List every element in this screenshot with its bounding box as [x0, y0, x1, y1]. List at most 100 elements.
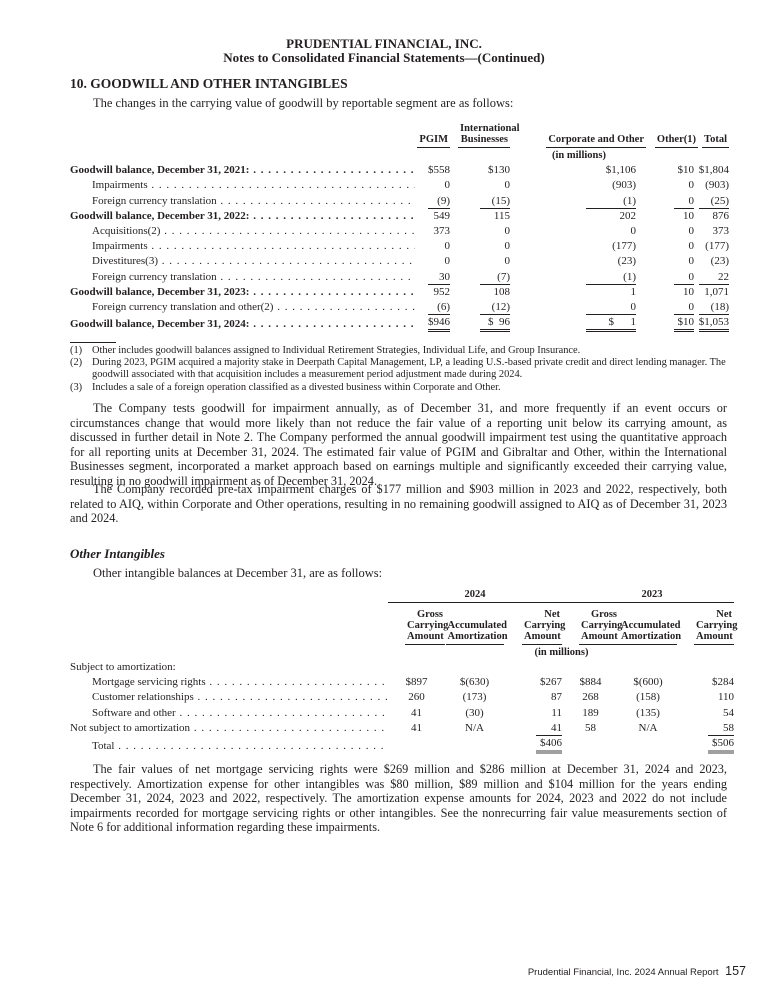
cell-value: 11 [551, 706, 562, 719]
cell-value: (7) [480, 271, 510, 285]
footnote-divider [70, 342, 116, 343]
goodwill-table: PGIM International Businesses Corporate … [70, 114, 729, 333]
unit-label-intangibles: (in millions) [534, 646, 589, 658]
cell-value: (9) [428, 195, 450, 209]
cell-value: 87 [551, 691, 562, 704]
cell-value: 373 [433, 225, 451, 238]
cell-value: (173) [462, 691, 487, 704]
cell-value: 189 [582, 706, 599, 719]
row-label: Customer relationships [92, 691, 388, 703]
cell-value: 0 [688, 225, 695, 238]
table-row: Total $406 $506 [70, 736, 735, 754]
cell-value: (177) [705, 240, 729, 253]
cell-value: 0 [586, 301, 636, 316]
paragraph-fair-values: The fair values of net mortgage servicin… [70, 762, 727, 835]
cell-value: (15) [480, 195, 510, 209]
cell-value: $558 [428, 164, 450, 177]
cell-value: 260 [408, 691, 425, 704]
row-label: Divestitures(3) [92, 255, 415, 267]
other-intangibles-title: Other Intangibles [70, 546, 165, 561]
row-label: Goodwill balance, December 31, 2021: [70, 164, 415, 176]
cell-value: 41 [411, 721, 422, 734]
cell-value: 58 [708, 722, 735, 736]
section-title: 10. GOODWILL AND OTHER INTANGIBLES [70, 76, 348, 91]
cell-value: 202 [619, 209, 637, 222]
cell-value: $897 [405, 676, 428, 689]
footnote-number: (3) [70, 381, 83, 393]
cell-value: 0 [444, 179, 451, 192]
cell-value: (12) [480, 301, 510, 316]
cell-value: 0 [504, 179, 511, 192]
cell-value: $267 [540, 676, 562, 689]
footnotes: (1) Other includes goodwill balances assi… [70, 345, 730, 394]
row-label: Mortgage servicing rights [92, 676, 388, 688]
table-row: Acquisitions(2) 373 0 0 0 373 [70, 224, 729, 239]
cell-value: 373 [712, 225, 730, 238]
page-number: 157 [725, 964, 746, 978]
table-row: Subject to amortization: [70, 660, 734, 675]
cell-value: 0 [688, 255, 695, 268]
row-label: Software and other [92, 707, 388, 719]
cell-value: 0 [444, 240, 451, 253]
table-row: Not subject to amortization 41 N/A 41 58 N/A 5… [70, 721, 735, 736]
table-row: Goodwill balance, December 31, 2021: $558… [70, 163, 729, 178]
footnote: (3) Includes a sale of a foreign operatio… [70, 382, 730, 394]
unit-label: (in millions) [552, 150, 606, 161]
cell-value: 10 [683, 285, 694, 298]
cell-value: (135) [636, 706, 660, 719]
footer-report-name: Prudential Financial, Inc. 2024 Annual R… [527, 967, 719, 978]
table-row: Goodwill balance, December 31, 2024: $946… [70, 315, 729, 333]
cell-value: $(600) [633, 676, 663, 689]
page-subtitle: Notes to Consolidated Financial Statemen… [223, 50, 545, 65]
cell-value: (177) [612, 240, 636, 253]
cell-value: 0 [674, 301, 694, 316]
cell-value: 10 [683, 209, 694, 222]
col-header-pgim: PGIM [417, 134, 450, 148]
year-header-2024: 2024 [388, 585, 562, 604]
cell-value: 0 [674, 195, 694, 209]
cell-value: (6) [428, 301, 450, 316]
footnote-number: (2) [70, 357, 83, 369]
row-label: Not subject to amortization [70, 722, 388, 734]
col-header: Gross Carrying Amount [579, 609, 622, 645]
cell-value: (903) [705, 179, 729, 192]
row-label: Foreign currency translation [92, 195, 415, 207]
cell-value: $130 [488, 164, 510, 177]
cell-value: 1 [630, 285, 637, 298]
page-footer: Prudential Financial, Inc. 2024 Annual R… [528, 964, 746, 978]
footnote-text: Other includes goodwill balances assigne… [92, 345, 581, 356]
col-header: Accumulated Amortization [445, 620, 508, 645]
cell-value: (903) [612, 179, 636, 192]
cell-value: $(630) [459, 676, 490, 689]
cell-value: 115 [493, 209, 510, 222]
cell-value: (23) [617, 255, 636, 268]
cell-value: N/A [465, 721, 484, 734]
cell-value: (18) [699, 301, 729, 316]
row-label: Acquisitions(2) [92, 225, 415, 237]
section-intro: The changes in the carrying value of goo… [93, 96, 514, 110]
paragraph-impairment-charges: The Company recorded pre-tax impairment … [70, 482, 727, 526]
company-title: PRUDENTIAL FINANCIAL, INC. [286, 36, 482, 51]
intangibles-table: 2024 2023 Gross Carrying Amount Accumulat… [70, 585, 737, 754]
col-header: Accumulated Amortization [619, 620, 681, 645]
row-label: Foreign currency translation [92, 271, 415, 283]
cell-value: (1) [586, 195, 636, 209]
col-header: Net Carrying Amount [694, 609, 737, 645]
cell-value: 0 [504, 240, 511, 253]
table-row: Divestitures(3) 0 0 (23) 0 (23) [70, 254, 729, 269]
row-label: Total [92, 740, 388, 752]
footnote: (2) During 2023, PGIM acquired a majority… [70, 357, 730, 381]
row-label: Goodwill balance, December 31, 2023: [70, 286, 415, 298]
cell-value: 0 [630, 225, 637, 238]
table-row: Mortgage servicing rights $897 $(630) $267 $… [70, 675, 734, 690]
cell-value: $10 [674, 316, 694, 333]
cell-value: (30) [465, 706, 484, 719]
cell-value: $506 [708, 737, 735, 754]
table-row: Foreign currency translation 30 (7) (1) 0 22 [70, 270, 729, 285]
col-header-international: International Businesses [458, 123, 520, 148]
footnote-number: (1) [70, 345, 83, 356]
table-row: Impairments 0 0 (903) 0 (903) [70, 178, 729, 193]
cell-value: $ 96 [480, 316, 510, 333]
cell-value: 0 [674, 271, 694, 285]
